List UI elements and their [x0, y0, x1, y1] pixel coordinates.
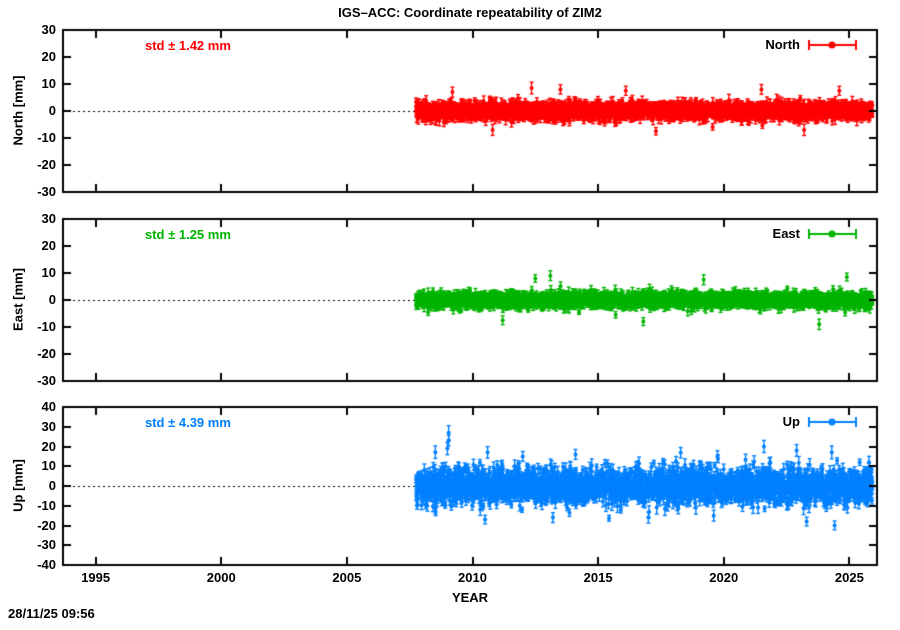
y-tick-label: -10 [37, 497, 56, 513]
x-axis-label: YEAR [451, 590, 489, 605]
y-tick-label: 30 [41, 211, 56, 226]
y-tick-label: -30 [37, 184, 56, 199]
y-tick-label: 10 [41, 76, 56, 91]
y-tick-label: 20 [41, 438, 56, 454]
y-tick-label: 30 [41, 22, 56, 37]
std-annotation-north: std ± 1.42 mm [145, 38, 231, 53]
timestamp: 28/11/25 09:56 [8, 606, 95, 621]
y-tick-label: 20 [41, 49, 56, 64]
x-tick-label: 2020 [709, 570, 739, 585]
std-annotation-east: std ± 1.25 mm [145, 227, 231, 242]
x-tick-label: 2000 [206, 570, 236, 585]
y-tick-label: 0 [48, 103, 56, 118]
y-tick-label: 0 [48, 478, 56, 493]
y-tick-label: 10 [41, 265, 56, 280]
y-tick-label: -20 [37, 157, 56, 172]
y-tick-label: -30 [37, 537, 56, 553]
legend-label-up: Up [782, 414, 800, 429]
y-tick-label: 0 [48, 292, 56, 307]
legend-label-east: East [772, 226, 800, 241]
x-tick-label: 2005 [332, 570, 362, 585]
x-tick-label: 2025 [834, 570, 864, 585]
y-tick-label: 10 [41, 458, 56, 474]
y-tick-label: 40 [41, 399, 56, 414]
y-tick-label: 30 [41, 418, 56, 434]
y-tick-label: -10 [37, 130, 56, 145]
std-annotation-up: std ± 4.39 mm [145, 415, 231, 430]
y-tick-label: -20 [37, 346, 56, 361]
y-tick-label: -40 [37, 557, 56, 572]
y-tick-label: 20 [41, 238, 56, 253]
y-tick-label: -20 [37, 517, 56, 533]
y-tick-label: -10 [37, 319, 56, 334]
x-tick-label: 1995 [81, 570, 111, 585]
x-tick-label: 2010 [458, 570, 487, 585]
legend-label-north: North [765, 37, 800, 52]
x-tick-label: 2015 [583, 570, 613, 585]
y-tick-label: -30 [37, 373, 56, 388]
